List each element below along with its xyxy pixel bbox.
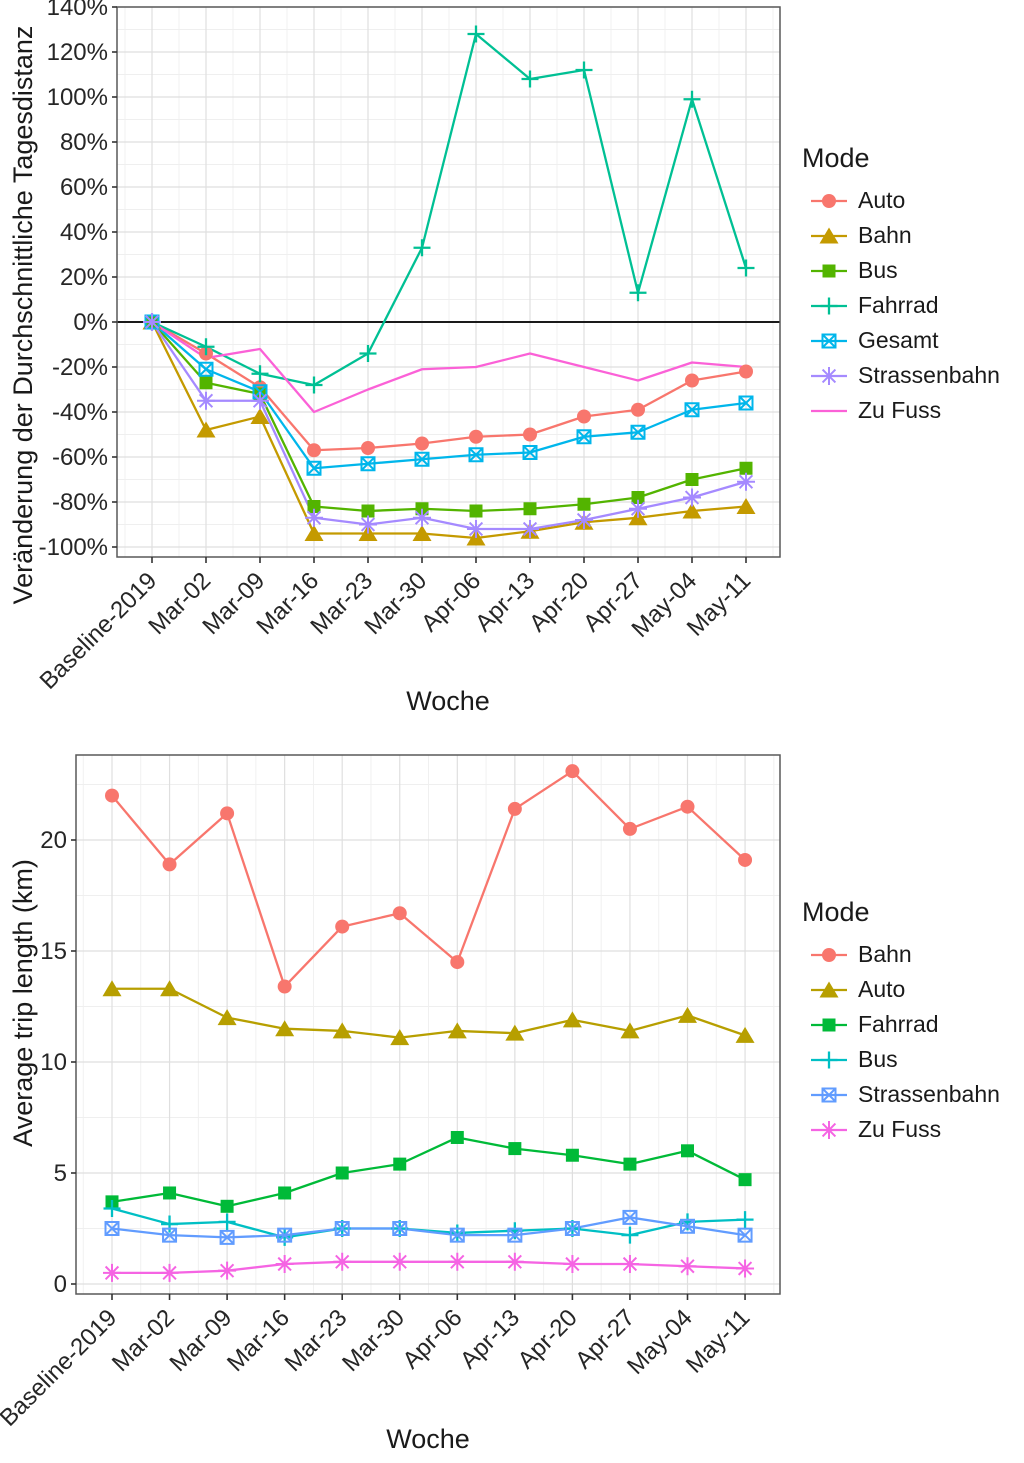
legend-item-label: Strassenbahn (858, 1081, 1000, 1107)
legend-key-box-x-icon (811, 333, 847, 348)
svg-text:80%: 80% (60, 129, 108, 156)
svg-text:0: 0 (54, 1271, 67, 1298)
svg-text:40%: 40% (60, 219, 108, 246)
legend-item-label: Auto (858, 187, 906, 213)
legend-item-bus: Bus (802, 253, 1000, 288)
legend-item-auto: Auto (802, 183, 1000, 218)
legend-item-gesamt: Gesamt (802, 323, 1000, 358)
legend-item-fahrrad: Fahrrad (802, 1007, 1000, 1042)
average-trip-length-chart: 05101520Baseline-2019Mar-02Mar-09Mar-16M… (0, 754, 781, 1454)
legend-items: Bahn Auto Fahrrad Bus Strassenbahn Zu Fuss (802, 937, 1000, 1147)
legend-item-label: Strassenbahn (858, 362, 1000, 388)
legend-item-label: Zu Fuss (858, 1116, 942, 1142)
legend-item-fahrrad: Fahrrad (802, 288, 1000, 323)
svg-text:May-11: May-11 (681, 1304, 755, 1378)
legend-key-square-icon (811, 264, 847, 277)
svg-text:Mar-23: Mar-23 (280, 1304, 353, 1377)
mode-legend-bottom: Mode Bahn Auto Fahrrad Bus Strassenbahn Zu Fu… (802, 897, 1000, 1147)
daily-distance-change-chart: 140% 120% 100% 80% 60% 40% 20% 0% -20% -40% -60% -8… (8, 0, 781, 716)
legend-item-label: Gesamt (858, 327, 939, 353)
legend-title: Mode (802, 143, 870, 173)
legend-item-label: Fahrrad (858, 1011, 939, 1037)
svg-text:20%: 20% (60, 264, 108, 291)
legend-item-bus: Bus (802, 1042, 1000, 1077)
svg-text:15: 15 (40, 938, 67, 965)
svg-text:Baseline-2019: Baseline-2019 (35, 567, 163, 695)
legend-item-auto: Auto (802, 972, 1000, 1007)
legend-item-zu-fuss: Zu Fuss (802, 393, 1000, 428)
legend-item-label: Bus (858, 257, 898, 283)
svg-text:May-04: May-04 (622, 1304, 698, 1380)
svg-text:-40%: -40% (52, 399, 108, 426)
legend-items: Auto Bahn Bus Fahrrad Gesamt Strassenbahn Zu F… (802, 183, 1000, 428)
svg-text:Mar-09: Mar-09 (164, 1304, 237, 1377)
legend-key-triangle-icon (811, 981, 847, 997)
legend-key-plus-icon (811, 1051, 847, 1068)
legend-key-circle-icon (811, 947, 847, 962)
svg-text:Apr-20: Apr-20 (513, 1304, 583, 1374)
svg-text:Baseline-2019: Baseline-2019 (0, 1304, 122, 1432)
svg-text:Apr-06: Apr-06 (398, 1304, 468, 1374)
legend-key-triangle-icon (811, 227, 847, 243)
legend-item-label: Bahn (858, 941, 912, 967)
legend-key-asterisk-icon (811, 366, 847, 385)
svg-text:-60%: -60% (52, 444, 108, 471)
x-axis-title: Woche (386, 1424, 470, 1454)
svg-text:-80%: -80% (52, 489, 108, 516)
legend-item-label: Fahrrad (858, 292, 939, 318)
svg-text:Apr-06: Apr-06 (416, 567, 486, 637)
svg-text:60%: 60% (60, 174, 108, 201)
plot-area: 05101520Baseline-2019Mar-02Mar-09Mar-16M… (0, 754, 781, 1432)
svg-text:Mar-30: Mar-30 (359, 567, 432, 640)
svg-text:140%: 140% (47, 0, 108, 21)
svg-text:Mar-30: Mar-30 (337, 1304, 410, 1377)
svg-text:Mar-16: Mar-16 (222, 1304, 295, 1377)
legend-item-label: Bus (858, 1046, 898, 1072)
legend-item-zu-fuss: Zu Fuss (802, 1112, 1000, 1147)
svg-text:100%: 100% (47, 84, 108, 111)
legend-title: Mode (802, 897, 870, 927)
legend-item-bahn: Bahn (802, 937, 1000, 972)
legend-key-none-icon (811, 409, 847, 412)
legend-item-bahn: Bahn (802, 218, 1000, 253)
y-axis-title: Veränderung der Durchschnittliche Tagesd… (8, 26, 38, 605)
svg-text:Apr-20: Apr-20 (524, 567, 594, 637)
legend-key-box-x-icon (811, 1087, 847, 1102)
legend-key-square-icon (811, 1018, 847, 1031)
legend-key-asterisk-icon (811, 1120, 847, 1139)
svg-text:10: 10 (40, 1049, 67, 1076)
svg-text:Mar-02: Mar-02 (107, 1304, 180, 1377)
svg-text:-20%: -20% (52, 354, 108, 381)
plot-area: 140% 120% 100% 80% 60% 40% 20% 0% -20% -40% -60% -8… (35, 0, 781, 695)
svg-text:Apr-13: Apr-13 (455, 1304, 525, 1374)
x-axis-title: Woche (406, 686, 490, 716)
legend-item-label: Bahn (858, 222, 912, 248)
y-axis-title: Average trip length (km) (8, 859, 38, 1147)
legend-item-label: Auto (858, 976, 906, 1002)
svg-text:20: 20 (40, 827, 67, 854)
svg-text:-100%: -100% (39, 534, 108, 561)
svg-text:Apr-13: Apr-13 (470, 567, 540, 637)
legend-item-strassenbahn: Strassenbahn (802, 358, 1000, 393)
svg-text:5: 5 (54, 1160, 67, 1187)
legend-item-label: Zu Fuss (858, 397, 942, 423)
legend-item-strassenbahn: Strassenbahn (802, 1077, 1000, 1112)
svg-text:0%: 0% (73, 309, 108, 336)
legend-key-plus-icon (811, 297, 847, 314)
legend-key-circle-icon (811, 193, 847, 208)
svg-text:120%: 120% (47, 39, 108, 66)
mode-legend-top: Mode Auto Bahn Bus Fahrrad Gesamt Strassenbah… (802, 143, 1000, 428)
